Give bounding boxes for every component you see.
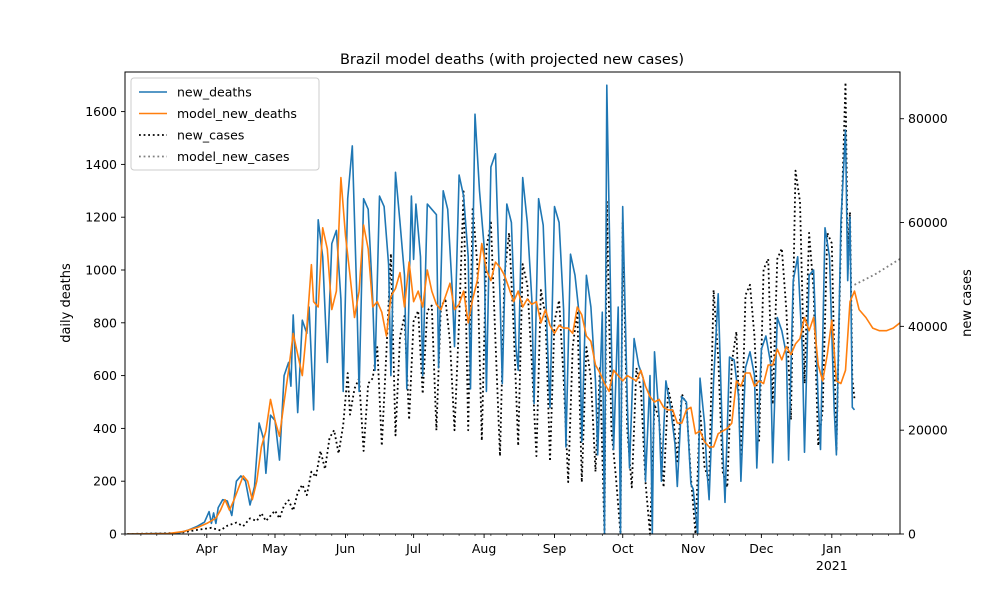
x-tick-label: Nov bbox=[681, 541, 706, 556]
series-line-new-deaths bbox=[127, 84, 856, 534]
plot-frame bbox=[124, 71, 901, 535]
legend-label-model-new-cases: model_new_cases bbox=[177, 149, 290, 164]
x-tick-label: May bbox=[262, 541, 288, 556]
x-tick-sublabel: 2021 bbox=[816, 558, 848, 573]
y-right-tick-label: 60000 bbox=[908, 215, 948, 230]
y-left-tick-label: 1600 bbox=[85, 104, 117, 119]
x-tick-label: Jan bbox=[821, 541, 841, 556]
series-line-model-new-deaths bbox=[127, 176, 900, 534]
x-tick-label: Dec bbox=[749, 541, 773, 556]
y-right-tick-label: 40000 bbox=[908, 319, 948, 334]
y-left-tick-label: 0 bbox=[109, 527, 117, 542]
legend-box bbox=[130, 77, 320, 171]
y-left-tick-label: 800 bbox=[93, 315, 117, 330]
legend-label-model-new-deaths: model_new_deaths bbox=[177, 106, 297, 121]
y-axis-left: 0 200 400 600 800 1000 1200 1400 1600 bbox=[85, 104, 125, 542]
x-axis: Apr May Jun Jul Aug Sep Oct Nov Dec Jan 2021 bbox=[124, 534, 889, 573]
x-tick-label: Oct bbox=[612, 541, 634, 556]
y-left-tick-label: 1400 bbox=[85, 157, 117, 172]
x-tick-label: Sep bbox=[543, 541, 567, 556]
y-right-tick-label: 20000 bbox=[908, 423, 948, 438]
chart-title: Brazil model deaths (with projected new … bbox=[340, 52, 684, 68]
series-line-model-new-cases bbox=[854, 258, 900, 286]
x-tick-label: Apr bbox=[196, 541, 218, 556]
series-layer bbox=[127, 81, 900, 534]
y-left-tick-label: 600 bbox=[93, 368, 117, 383]
y-axis-right: 0 20000 40000 60000 80000 bbox=[900, 111, 948, 542]
series-line-new-cases bbox=[127, 81, 856, 534]
y-axis-right-label: new cases bbox=[960, 269, 975, 337]
y-axis-left-label: daily deaths bbox=[59, 263, 74, 343]
y-left-tick-label: 400 bbox=[93, 421, 117, 436]
x-tick-label: Jul bbox=[405, 541, 421, 556]
y-right-tick-label: 80000 bbox=[908, 111, 948, 126]
legend: new_deaths model_new_deaths new_casesmodel… bbox=[130, 77, 320, 171]
y-left-tick-label: 200 bbox=[93, 474, 117, 489]
legend-label-new-deaths: new_deaths bbox=[177, 85, 252, 100]
x-tick-label: Jun bbox=[335, 541, 356, 556]
y-left-tick-label: 1000 bbox=[85, 263, 117, 278]
y-left-tick-label: 1200 bbox=[85, 210, 117, 225]
legend-label-new-cases: new_cases bbox=[177, 128, 244, 143]
x-tick-label: Aug bbox=[472, 541, 496, 556]
y-right-tick-label: 0 bbox=[908, 527, 916, 542]
